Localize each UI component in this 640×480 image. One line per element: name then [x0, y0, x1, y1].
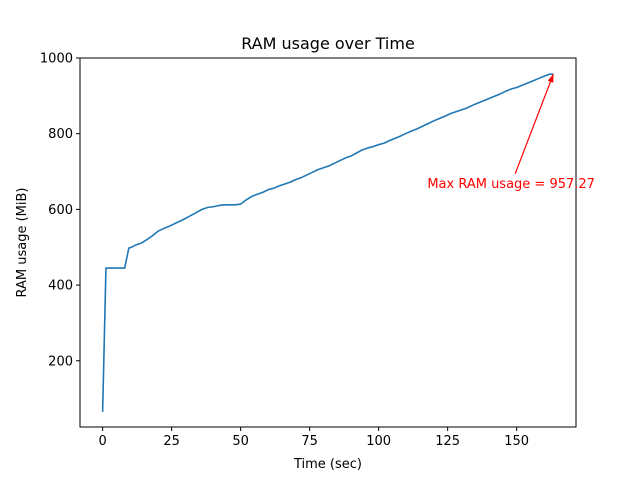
- x-tick-label: 100: [366, 434, 391, 449]
- y-tick-label: 400: [48, 279, 73, 294]
- plot-area: 0 25 50 75 100 125 150 200 400 600 800 1000 Max RA…: [40, 52, 595, 450]
- x-tick-label: 125: [435, 434, 460, 449]
- x-tick-label: 0: [98, 434, 106, 449]
- y-tick-label: 200: [48, 354, 73, 369]
- axes-frame: [79, 57, 577, 428]
- y-tick-label: 800: [48, 127, 73, 142]
- y-axis-label: RAM usage (MiB): [15, 188, 30, 298]
- annotation-label: Max RAM usage = 957.27: [427, 177, 595, 192]
- annotation-layer: Max RAM usage = 957.27: [427, 73, 595, 192]
- annotation-arrowhead: [547, 74, 554, 83]
- ram-usage-line: [101, 73, 554, 412]
- x-tick-label: 75: [301, 434, 318, 449]
- x-axis-label: Time (sec): [293, 457, 362, 472]
- chart-title: RAM usage over Time: [241, 34, 415, 53]
- y-axis-ticks: 200 400 600 800 1000: [40, 52, 80, 369]
- x-tick-label: 25: [163, 434, 180, 449]
- y-tick-label: 1000: [40, 52, 73, 67]
- x-tick-label: 150: [504, 434, 529, 449]
- x-axis-ticks: 0 25 50 75 100 125 150: [98, 427, 529, 449]
- x-tick-label: 50: [232, 434, 249, 449]
- annotation-arrow-line: [514, 73, 554, 175]
- y-tick-label: 600: [48, 203, 73, 218]
- series-layer: [101, 73, 554, 412]
